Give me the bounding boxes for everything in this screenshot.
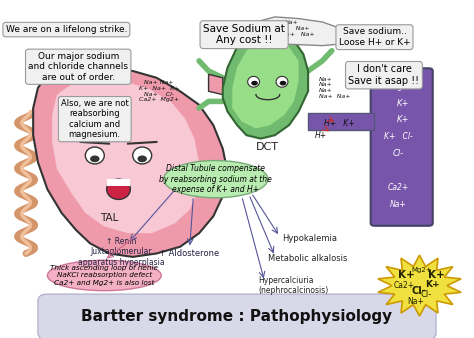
Text: Na+
Na+
Na+
Na+  Na+: Na+ Na+ Na+ Na+ Na+ <box>319 77 350 99</box>
Polygon shape <box>378 255 461 316</box>
Ellipse shape <box>47 260 161 291</box>
Text: Na+ Na+
K+  Na+  K+
Na+    Cl-
Ca2+  Mg2+: Na+ Na+ K+ Na+ K+ Na+ Cl- Ca2+ Mg2+ <box>138 80 179 102</box>
Text: Na+: Na+ <box>408 297 425 306</box>
Text: K+   Cl-: K+ Cl- <box>384 132 412 141</box>
Text: Mg2+: Mg2+ <box>392 82 414 91</box>
Text: H+   K+: H+ K+ <box>324 119 355 128</box>
Circle shape <box>280 81 286 86</box>
Polygon shape <box>107 179 130 186</box>
Text: We are on a lifelong strike.: We are on a lifelong strike. <box>6 25 127 34</box>
Text: Cl-: Cl- <box>411 286 426 296</box>
Ellipse shape <box>85 147 104 164</box>
Text: K+: K+ <box>426 280 440 289</box>
Text: Ca2+: Ca2+ <box>393 281 414 290</box>
Ellipse shape <box>247 76 259 87</box>
Text: Save sodium..
Loose H+ or K+: Save sodium.. Loose H+ or K+ <box>338 27 410 47</box>
Ellipse shape <box>81 112 166 213</box>
Polygon shape <box>246 17 351 46</box>
Text: Na+: Na+ <box>390 200 407 209</box>
Text: Metabolic alkalosis: Metabolic alkalosis <box>268 254 347 263</box>
Text: Bartter syndrome : Pathophysiology: Bartter syndrome : Pathophysiology <box>82 309 392 324</box>
Ellipse shape <box>133 147 152 164</box>
Text: Cl-: Cl- <box>421 290 432 299</box>
Circle shape <box>90 155 100 162</box>
Text: Hypokalemia: Hypokalemia <box>282 234 337 243</box>
FancyBboxPatch shape <box>38 294 436 338</box>
Text: Save Sodium at
Any cost !!: Save Sodium at Any cost !! <box>203 24 285 45</box>
Circle shape <box>251 81 258 86</box>
Polygon shape <box>209 74 223 95</box>
Text: Our major sodium
and chloride channels
are out of order.: Our major sodium and chloride channels a… <box>28 52 128 82</box>
Text: ↑ Aldosterone: ↑ Aldosterone <box>159 249 220 258</box>
Text: TAL: TAL <box>100 213 118 223</box>
Circle shape <box>137 155 147 162</box>
Text: Distal Tubule compensate
by reabsorbing sodium at the
expense of K+ and H+: Distal Tubule compensate by reabsorbing … <box>159 164 272 194</box>
Ellipse shape <box>107 179 130 199</box>
Polygon shape <box>52 81 199 233</box>
Ellipse shape <box>276 76 288 87</box>
Polygon shape <box>232 41 299 128</box>
Text: DCT: DCT <box>256 142 279 152</box>
Polygon shape <box>33 68 228 257</box>
FancyBboxPatch shape <box>371 68 433 226</box>
Text: Also, we are not
reabsorbing
calcium and
magnesium.: Also, we are not reabsorbing calcium and… <box>61 99 128 139</box>
Text: I don't care
Save it asap !!: I don't care Save it asap !! <box>348 65 419 86</box>
Text: Thick ascending loop of henle
NaKCl reabsorption defect
Ca2+ and Mg2+ is also lo: Thick ascending loop of henle NaKCl reab… <box>50 265 158 286</box>
Ellipse shape <box>239 64 296 112</box>
Text: K+: K+ <box>397 99 409 107</box>
Text: Na+
Na+    Na+
Na+  a+   Na+: Na+ Na+ Na+ Na+ a+ Na+ <box>268 20 315 37</box>
Text: H+: H+ <box>315 131 328 140</box>
Ellipse shape <box>164 161 268 198</box>
Text: Mg2+: Mg2+ <box>411 267 432 273</box>
Polygon shape <box>223 27 308 139</box>
Text: ↑ Renin
Juxtaglomerular
apparatus hyperplasia: ↑ Renin Juxtaglomerular apparatus hyperp… <box>78 237 164 267</box>
Text: Ca2+: Ca2+ <box>388 183 409 192</box>
Text: K+: K+ <box>428 270 445 281</box>
Text: K+: K+ <box>398 270 415 281</box>
Text: K+: K+ <box>397 116 409 124</box>
Text: Hypercalciuria
(nephrocalcinosis): Hypercalciuria (nephrocalcinosis) <box>258 276 328 295</box>
Text: Cl-: Cl- <box>392 149 404 158</box>
Polygon shape <box>308 113 374 130</box>
